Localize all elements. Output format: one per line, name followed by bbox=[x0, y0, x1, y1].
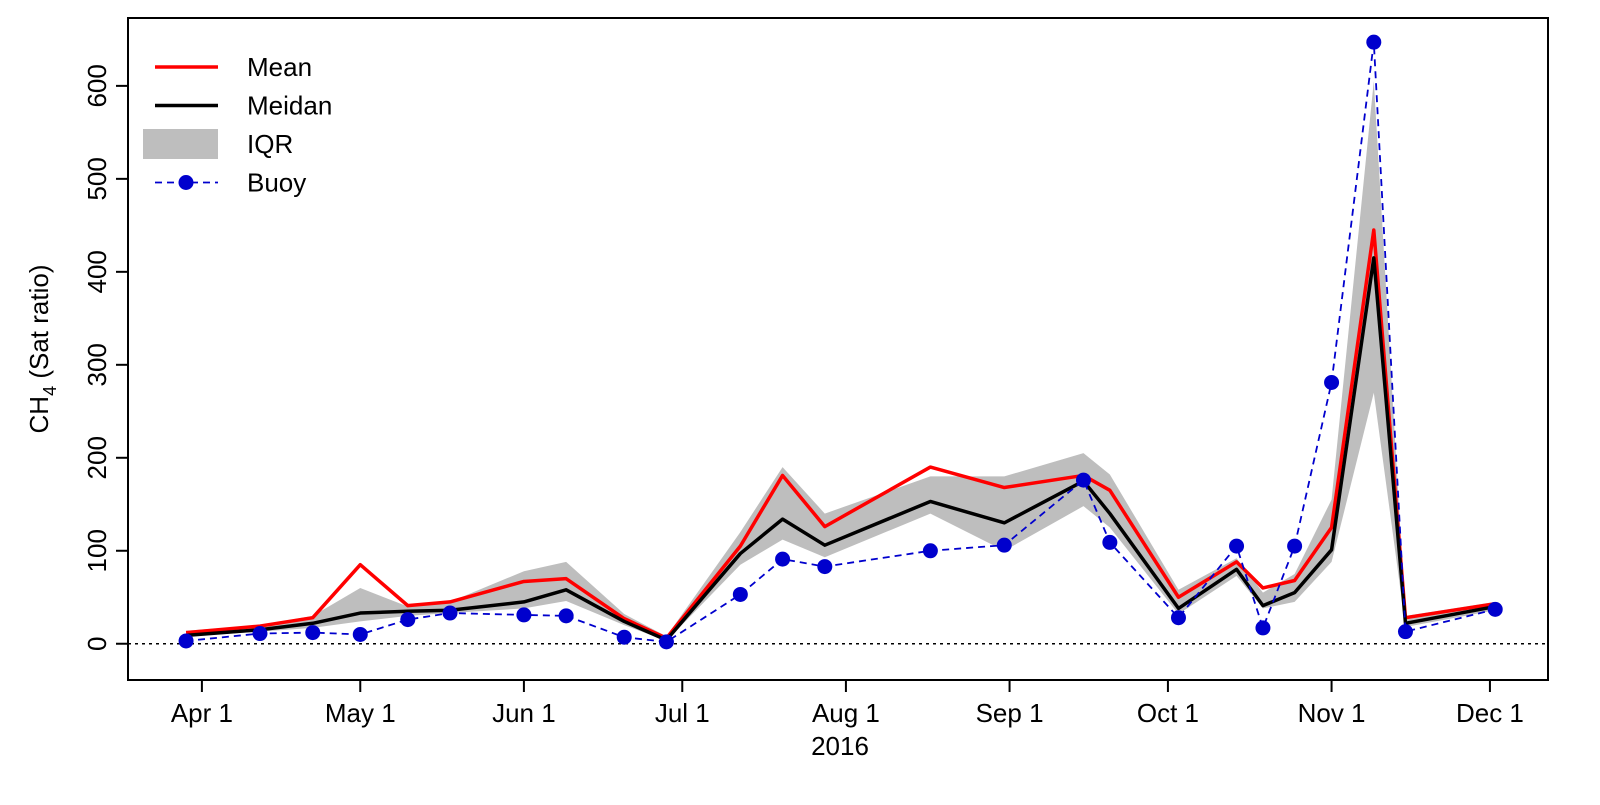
buoy-point bbox=[352, 626, 368, 642]
x-tick-label: May 1 bbox=[325, 698, 396, 728]
buoy-point bbox=[1287, 538, 1303, 554]
y-tick-label: 600 bbox=[82, 64, 112, 107]
legend-label: IQR bbox=[247, 129, 293, 159]
x-tick-label: Aug 1 bbox=[812, 698, 880, 728]
x-tick-label: Sep 1 bbox=[976, 698, 1044, 728]
series-line bbox=[185, 228, 1496, 640]
buoy-point bbox=[1324, 374, 1340, 390]
x-tick-label: Apr 1 bbox=[171, 698, 233, 728]
x-tick-label: Dec 1 bbox=[1456, 698, 1524, 728]
x-axis-label: 2016 bbox=[811, 731, 869, 761]
y-tick-label: 500 bbox=[82, 157, 112, 200]
buoy-point bbox=[658, 634, 674, 650]
legend-swatch bbox=[178, 175, 194, 190]
buoy-point bbox=[178, 633, 194, 649]
buoy-point bbox=[1366, 34, 1382, 50]
buoy-point bbox=[1170, 610, 1186, 626]
y-tick-label: 100 bbox=[82, 529, 112, 572]
buoy-point bbox=[558, 608, 574, 624]
buoy-point bbox=[1487, 601, 1503, 617]
buoy-point bbox=[817, 559, 833, 575]
plot-frame bbox=[127, 17, 1549, 681]
x-tick-label: Jul 1 bbox=[655, 698, 710, 728]
x-tick-label: Jun 1 bbox=[492, 698, 556, 728]
legend-swatch bbox=[143, 129, 218, 159]
y-tick-label: 400 bbox=[82, 250, 112, 293]
y-label-sub: 4 bbox=[40, 386, 60, 396]
y-tick-label: 300 bbox=[82, 343, 112, 386]
buoy-point bbox=[1229, 538, 1245, 554]
legend-label: Buoy bbox=[247, 168, 306, 198]
buoy-point bbox=[400, 612, 416, 628]
iqr-band bbox=[186, 81, 1496, 641]
buoy-point bbox=[616, 629, 632, 645]
y-label-main: CH bbox=[24, 396, 54, 434]
buoy-point bbox=[732, 586, 748, 602]
buoy-point bbox=[1255, 620, 1271, 636]
buoy-point bbox=[442, 605, 458, 621]
buoy-point bbox=[1075, 472, 1091, 488]
buoy-point bbox=[996, 537, 1012, 553]
legend-label: Mean bbox=[247, 52, 312, 82]
x-tick-label: Oct 1 bbox=[1137, 698, 1199, 728]
buoy-point bbox=[775, 551, 791, 567]
buoy-point bbox=[516, 607, 532, 623]
series-line bbox=[185, 256, 1496, 642]
buoy-point bbox=[1397, 624, 1413, 640]
legend: Mean Meidan IQR Buoy bbox=[143, 52, 332, 198]
y-axis-label: CH4 (Sat ratio) bbox=[24, 265, 60, 434]
y-label-rest: (Sat ratio) bbox=[24, 265, 54, 386]
buoy-point bbox=[1102, 534, 1118, 550]
buoy-point bbox=[252, 626, 268, 642]
buoy-point bbox=[305, 625, 321, 641]
y-tick-label: 0 bbox=[82, 637, 112, 651]
x-tick-label: Nov 1 bbox=[1298, 698, 1366, 728]
legend-label: Meidan bbox=[247, 91, 332, 121]
y-tick-label: 200 bbox=[82, 436, 112, 479]
buoy-point bbox=[922, 543, 938, 559]
